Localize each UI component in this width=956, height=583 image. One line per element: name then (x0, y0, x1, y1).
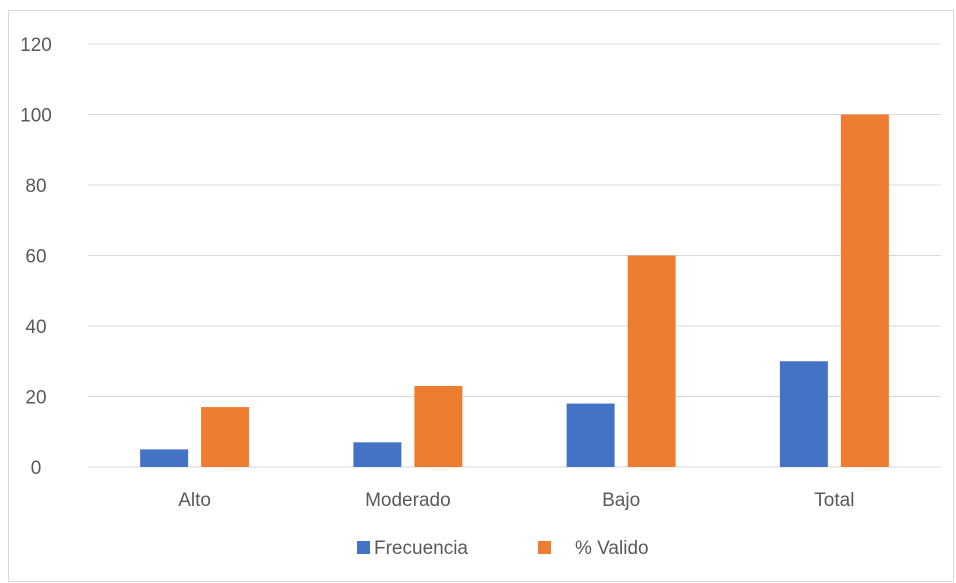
legend-swatch-valido (538, 541, 551, 554)
x-tick-label: Total (814, 490, 854, 511)
y-tick-label: 40 (25, 317, 46, 338)
bar-frecuencia-total (779, 361, 828, 467)
y-tick-label: 0 (31, 458, 42, 479)
bar-frecuencia-bajo (566, 403, 615, 467)
y-axis-tick-labels: 0 20 40 60 80 100 120 (20, 35, 52, 479)
bar-valido-moderado (414, 385, 463, 467)
bar-valido-total (840, 114, 889, 467)
bar-valido-bajo (627, 255, 676, 467)
x-tick-label: Bajo (602, 490, 640, 511)
bar-frecuencia-moderado (353, 442, 402, 467)
x-tick-label: Alto (178, 490, 211, 511)
legend-label-valido: % Valido (575, 538, 649, 559)
bars (140, 114, 889, 467)
y-tick-label: 100 (20, 106, 52, 127)
x-axis-tick-labels: Alto Moderado Bajo Total (178, 490, 854, 511)
y-tick-label: 80 (25, 176, 46, 197)
legend-label-frecuencia: Frecuencia (374, 538, 468, 559)
chart-frame (8, 10, 954, 582)
legend-swatch-frecuencia (357, 541, 370, 554)
y-tick-label: 20 (25, 388, 46, 409)
bar-valido-alto (201, 407, 250, 467)
y-tick-label: 60 (25, 247, 46, 268)
x-tick-label: Moderado (365, 490, 451, 511)
legend: Frecuencia % Valido (357, 538, 649, 559)
bar-frecuencia-alto (140, 449, 189, 467)
y-tick-label: 120 (20, 35, 52, 56)
